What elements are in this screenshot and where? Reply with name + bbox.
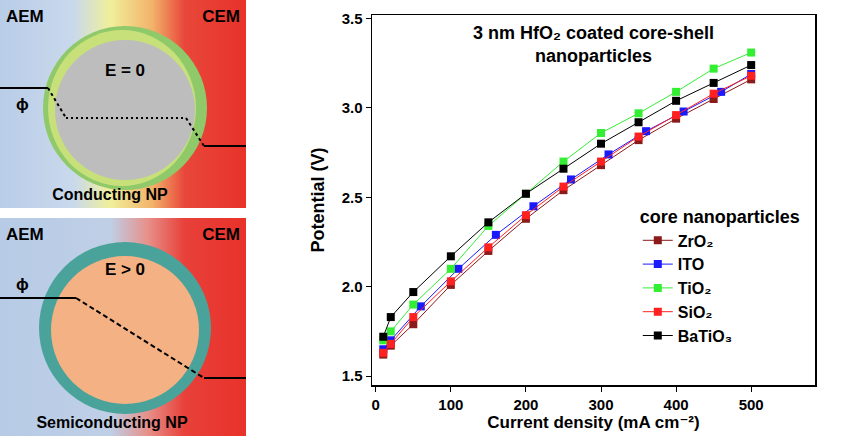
svg-text:E > 0: E > 0 bbox=[105, 260, 145, 279]
svg-text:0: 0 bbox=[372, 396, 380, 413]
svg-text:300: 300 bbox=[588, 396, 613, 413]
svg-text:core nanoparticles: core nanoparticles bbox=[640, 207, 800, 227]
svg-text:2.0: 2.0 bbox=[342, 278, 363, 295]
svg-text:SiO₂: SiO₂ bbox=[678, 304, 713, 321]
svg-text:3.5: 3.5 bbox=[342, 10, 363, 27]
svg-text:ϕ: ϕ bbox=[16, 95, 29, 114]
svg-text:ϕ: ϕ bbox=[16, 275, 29, 294]
svg-text:BaTiO₃: BaTiO₃ bbox=[678, 328, 732, 345]
svg-text:3.0: 3.0 bbox=[342, 99, 363, 116]
svg-text:TiO₂: TiO₂ bbox=[678, 280, 711, 297]
svg-text:AEM: AEM bbox=[6, 7, 44, 26]
svg-text:100: 100 bbox=[438, 396, 463, 413]
svg-text:CEM: CEM bbox=[202, 7, 240, 26]
svg-text:3 nm HfO₂ coated core-shellnan: 3 nm HfO₂ coated core-shellnanoparticles bbox=[473, 23, 714, 66]
svg-text:AEM: AEM bbox=[6, 225, 44, 244]
svg-text:400: 400 bbox=[664, 396, 689, 413]
svg-text:Conducting NP: Conducting NP bbox=[52, 186, 168, 203]
svg-text:2.5: 2.5 bbox=[342, 189, 363, 206]
svg-text:ITO: ITO bbox=[678, 256, 704, 273]
svg-text:200: 200 bbox=[513, 396, 538, 413]
svg-text:E = 0: E = 0 bbox=[105, 61, 145, 80]
svg-text:Semiconducting NP: Semiconducting NP bbox=[36, 414, 187, 431]
svg-text:Potential (V): Potential (V) bbox=[308, 147, 328, 252]
svg-text:ZrO₂: ZrO₂ bbox=[678, 233, 714, 250]
svg-text:CEM: CEM bbox=[202, 225, 240, 244]
svg-text:500: 500 bbox=[739, 396, 764, 413]
svg-text:Current density (mA cm⁻²): Current density (mA cm⁻²) bbox=[487, 413, 699, 432]
svg-text:1.5: 1.5 bbox=[342, 367, 363, 384]
